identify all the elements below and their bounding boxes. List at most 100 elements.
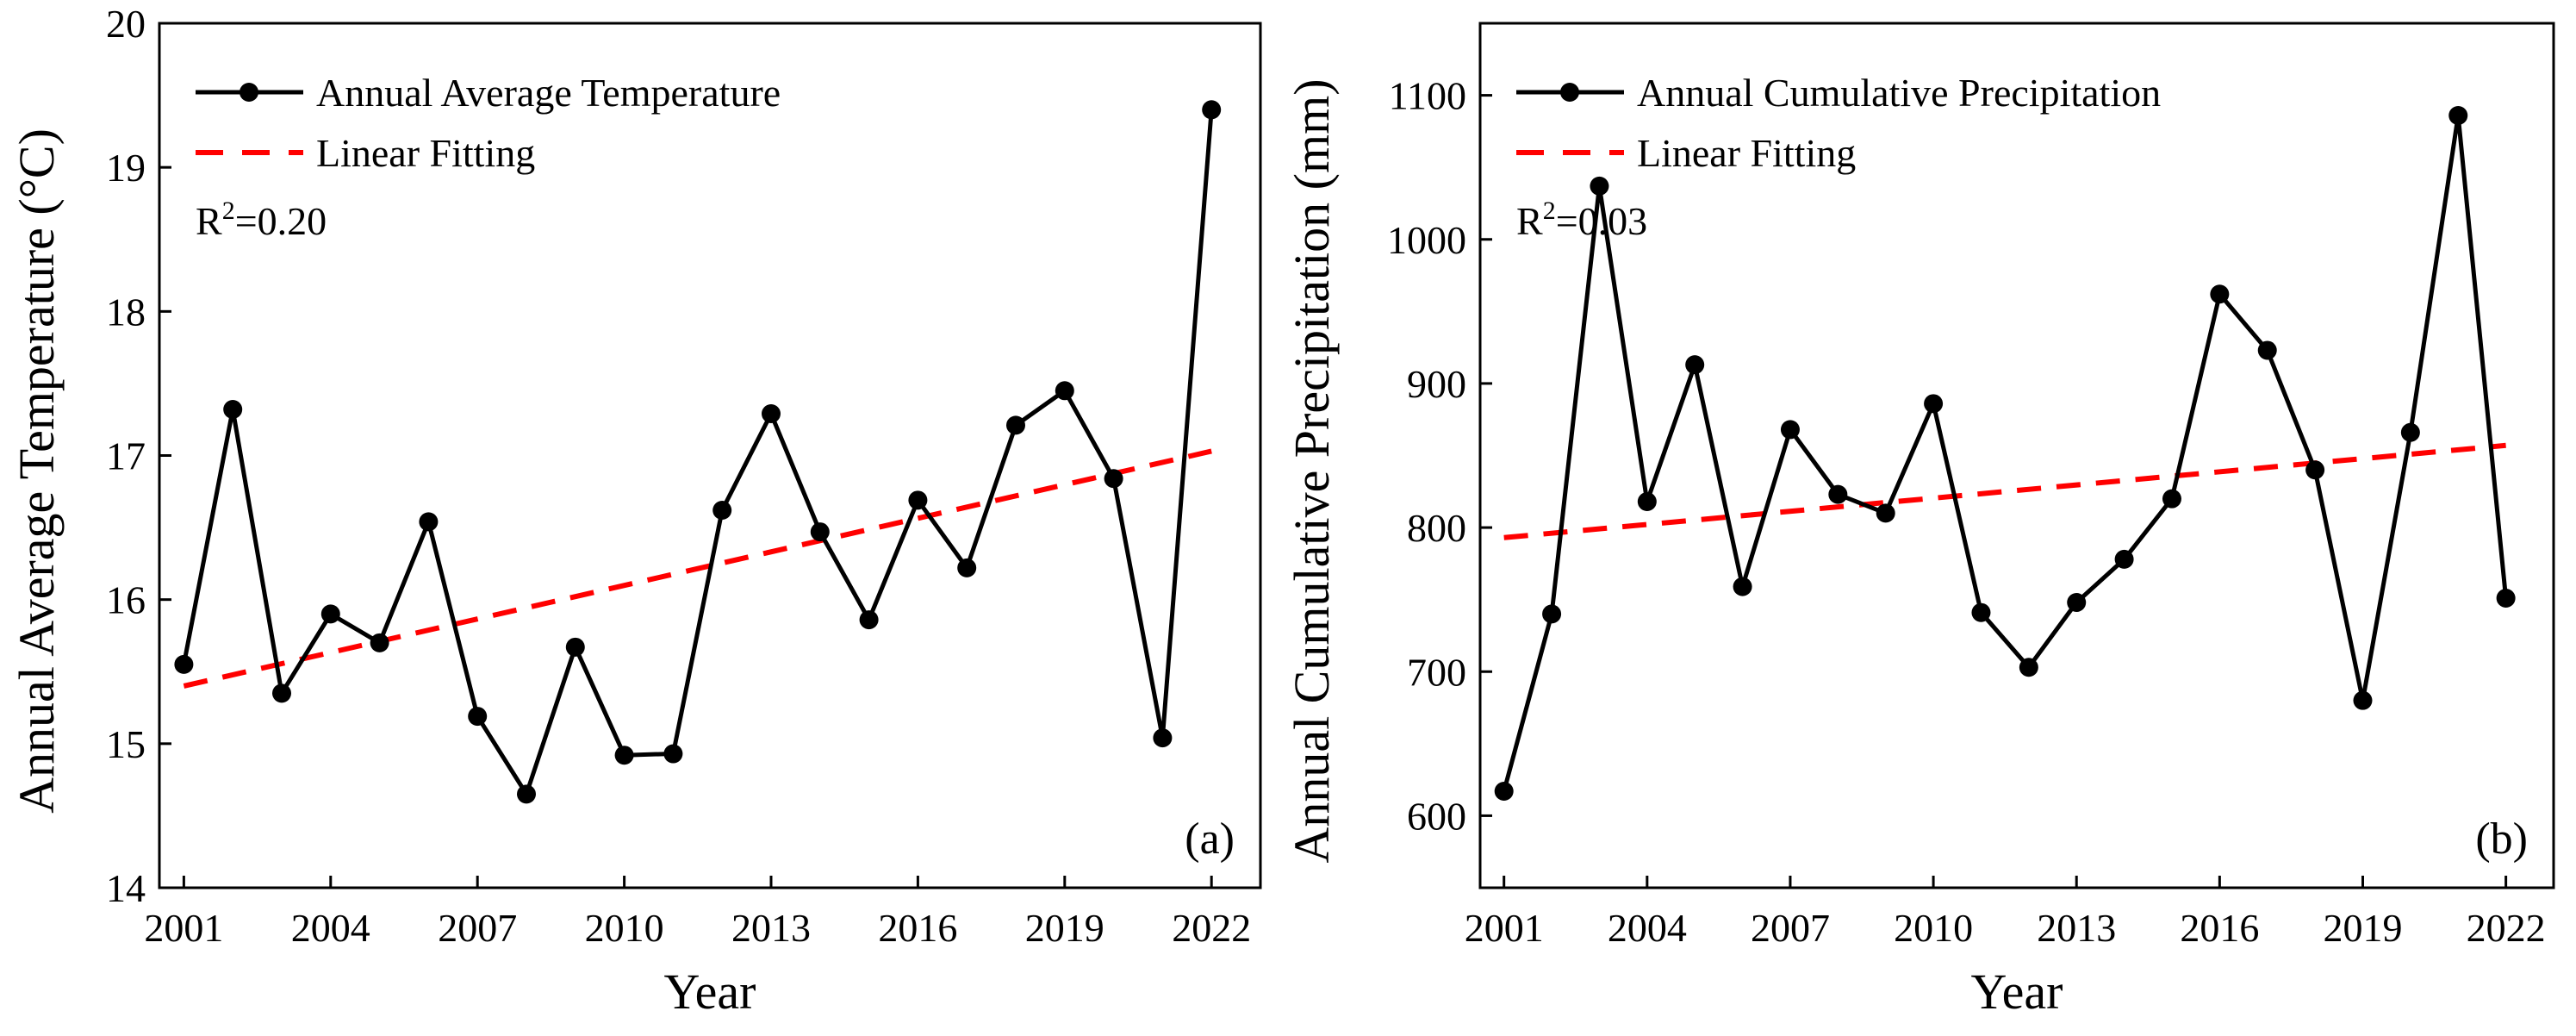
panel-label: (b) <box>2475 814 2528 864</box>
x-tick-label: 2010 <box>1894 906 1973 950</box>
x-tick-label: 2019 <box>2323 906 2402 950</box>
r2-value: =0.20 <box>235 199 327 243</box>
data-point <box>419 512 439 532</box>
legend-marker <box>1560 83 1579 102</box>
data-point <box>1542 604 1562 624</box>
x-tick-label: 2001 <box>144 906 223 950</box>
data-point <box>1055 381 1074 401</box>
data-point <box>762 404 781 424</box>
data-point <box>908 490 928 510</box>
legend-label-fit: Linear Fitting <box>316 131 535 175</box>
data-point <box>2353 690 2373 710</box>
data-point <box>1153 728 1173 748</box>
x-axis-title: Year <box>664 964 756 1020</box>
data-point <box>1780 420 1800 440</box>
legend-label-data: Annual Cumulative Precipitation <box>1637 71 2161 115</box>
y-tick-label: 18 <box>106 290 146 334</box>
data-point <box>2019 658 2038 677</box>
legend-label-fit: Linear Fitting <box>1637 131 1856 175</box>
data-point <box>1637 491 1657 511</box>
x-tick-label: 2001 <box>1465 906 1544 950</box>
x-tick-label: 2019 <box>1025 906 1104 950</box>
x-tick-label: 2016 <box>2180 906 2259 950</box>
series-line-data <box>1502 113 2509 792</box>
data-point <box>1828 484 1848 504</box>
x-tick-label: 2007 <box>438 906 517 950</box>
y-tick-label: 19 <box>106 146 146 190</box>
r2-superscript: 2 <box>222 197 235 225</box>
data-point <box>223 400 243 420</box>
data-point <box>2257 340 2277 360</box>
r2-prefix: R <box>1516 199 1543 243</box>
y-tick-label: 600 <box>1407 794 1466 838</box>
data-point <box>174 654 194 674</box>
y-tick-label: 14 <box>106 866 146 910</box>
r2-superscript: 2 <box>1543 197 1556 225</box>
data-point <box>810 522 830 542</box>
data-point <box>712 501 732 521</box>
data-point <box>2210 284 2230 304</box>
y-axis-title: Annual Average Temperature (°C) <box>9 128 65 814</box>
r-squared-annotation: R2=0.20 <box>196 197 327 243</box>
r2-prefix: R <box>196 199 222 243</box>
y-tick-label: 900 <box>1407 362 1466 406</box>
data-point <box>370 633 389 652</box>
data-point <box>2114 549 2134 569</box>
chart-panel-b: 600 700 800 900 1000 1100 2001 2004 2007 2010 2013… <box>1284 22 2555 1020</box>
data-point <box>2496 588 2516 608</box>
series-line-linear-fitting <box>1503 442 2506 540</box>
x-tick-label: 2010 <box>585 906 664 950</box>
legend-label-data: Annual Average Temperature <box>316 71 781 115</box>
data-point <box>272 683 291 703</box>
x-tick-label: 2013 <box>2037 906 2116 950</box>
data-point <box>1971 602 1991 622</box>
x-tick-label: 2013 <box>731 906 811 950</box>
data-point <box>2400 422 2420 442</box>
x-tick-label: 2016 <box>878 906 957 950</box>
data-point <box>468 707 488 727</box>
x-tick-label: 2022 <box>1172 906 1251 950</box>
data-point <box>1494 781 1514 801</box>
y-tick-label: 800 <box>1407 506 1466 550</box>
series-line-linear-fitting <box>183 448 1212 689</box>
y-tick-label: 700 <box>1407 650 1466 694</box>
data-point <box>1733 577 1752 596</box>
data-point <box>2448 105 2468 125</box>
panel-label: (a) <box>1185 814 1235 864</box>
legend-marker <box>240 83 258 102</box>
data-point <box>957 558 977 577</box>
y-tick-label: 17 <box>106 434 146 478</box>
x-tick-label: 2007 <box>1751 906 1830 950</box>
chart-panel-a: 14 15 16 17 18 19 20 2001 2004 2007 2010 2013 2016 20… <box>9 2 1262 1020</box>
data-point <box>517 784 536 804</box>
y-tick-label: 15 <box>106 722 146 766</box>
y-tick-label: 1100 <box>1389 74 1466 118</box>
data-point <box>2305 460 2325 480</box>
data-point <box>1104 469 1123 489</box>
x-tick-label: 2004 <box>1608 906 1687 950</box>
plot-frame <box>1478 22 2555 889</box>
data-point <box>1876 503 1895 523</box>
data-point <box>1202 100 1222 120</box>
r2-value: =0.03 <box>1556 199 1647 243</box>
y-tick-label: 1000 <box>1387 218 1466 262</box>
data-point <box>1006 415 1025 435</box>
data-point <box>565 637 585 657</box>
data-point <box>2067 593 2087 613</box>
y-tick-label: 20 <box>106 2 146 46</box>
data-point <box>320 604 340 624</box>
y-axis-title: Annual Cumulative Precipitation (mm) <box>1284 78 1340 863</box>
data-point <box>859 610 879 630</box>
series-line-data <box>181 109 1214 796</box>
x-tick-label: 2004 <box>291 906 370 950</box>
data-point <box>663 744 683 764</box>
x-tick-label: 2022 <box>2467 906 2546 950</box>
r-squared-annotation: R2=0.03 <box>1516 197 1647 243</box>
data-point <box>614 746 634 765</box>
y-tick-label: 16 <box>106 578 146 622</box>
x-axis-title: Year <box>1971 964 2063 1020</box>
data-point <box>2162 489 2181 509</box>
data-point <box>1590 176 1609 196</box>
data-point <box>1924 394 1944 414</box>
